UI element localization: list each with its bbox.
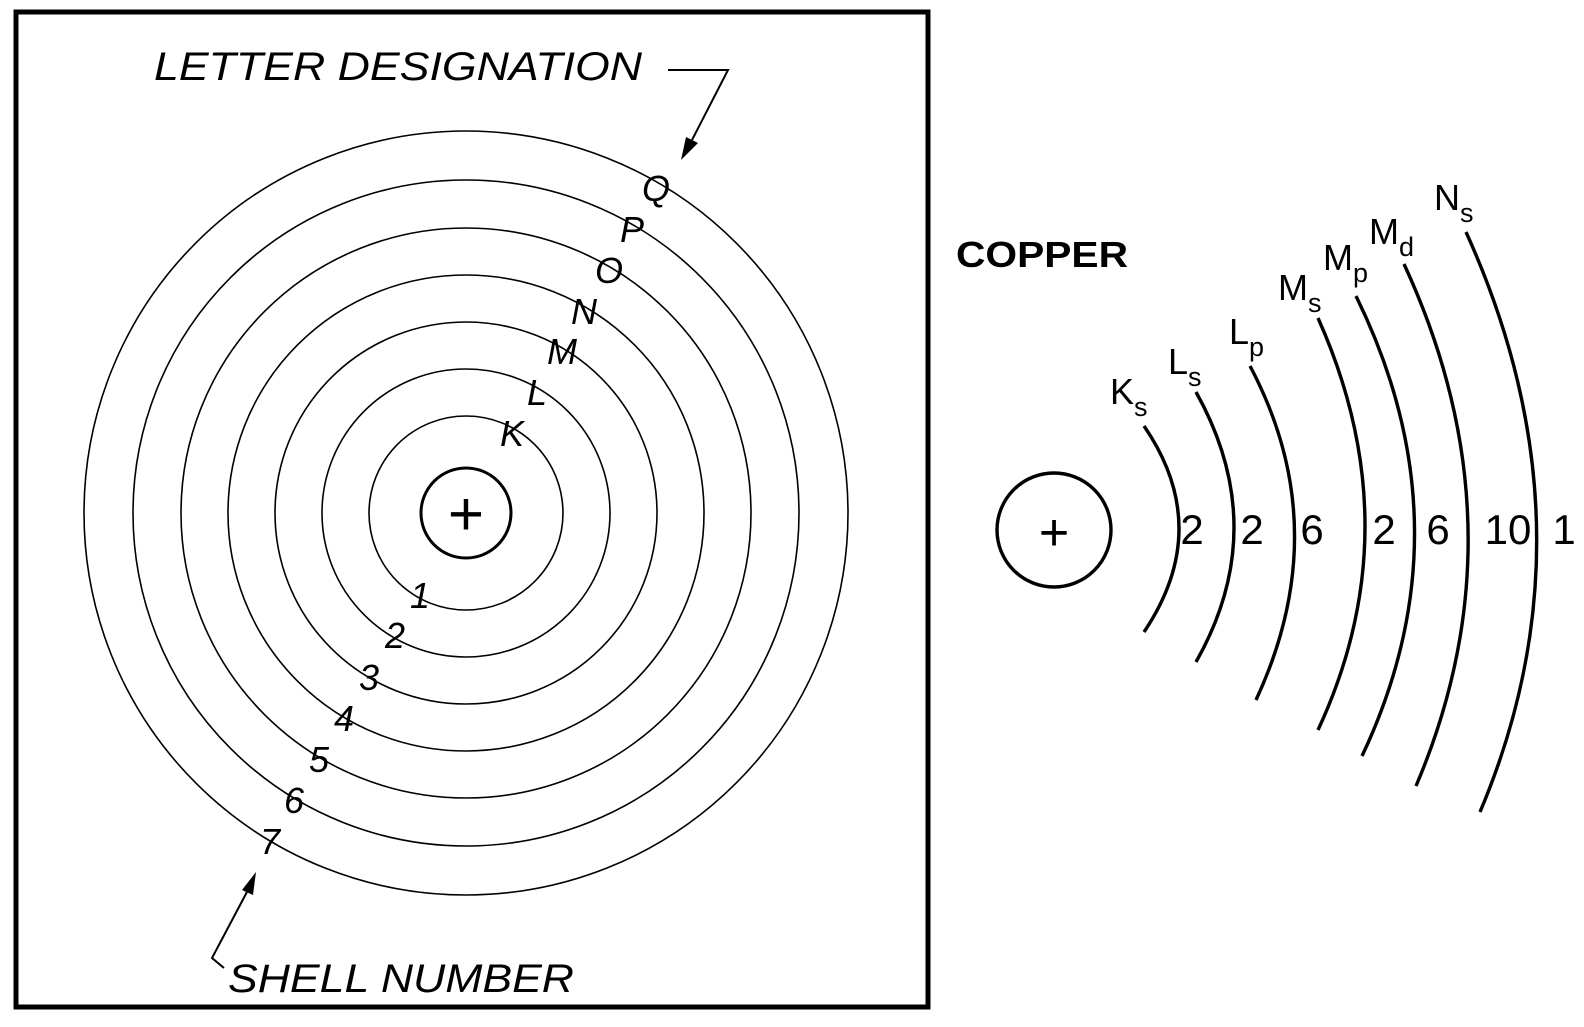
shell-number-arrow: [210, 872, 256, 969]
shell-number-7: 7: [260, 821, 282, 862]
subshell-sub-ns: s: [1460, 198, 1474, 228]
subshell-letter-ms: M: [1278, 267, 1308, 308]
nucleus-plus-sign: +: [448, 480, 484, 549]
subshell-letter-ns: N: [1434, 177, 1460, 218]
shell-letter-q: Q: [642, 168, 670, 209]
shell-number-6: 6: [284, 780, 305, 821]
subshell-sub-ks: s: [1134, 392, 1148, 422]
electron-count-ls: 2: [1240, 506, 1263, 553]
shell-circle-5: [180, 227, 752, 799]
element-name-copper: COPPER: [956, 234, 1128, 275]
letter-designation-label: LETTER DESIGNATION: [154, 45, 642, 89]
subshell-arc-mp: [1354, 295, 1417, 757]
subshell-arc-ks: [1142, 425, 1181, 633]
shell-letters: K L M N O P Q: [500, 168, 670, 454]
subshell-sub-md: d: [1399, 232, 1414, 262]
electron-count-ks: 2: [1180, 506, 1203, 553]
shell-letter-k: K: [500, 413, 526, 454]
shell-letter-m: M: [547, 331, 577, 372]
subshell-letter-ks: K: [1110, 371, 1134, 412]
subshell-arc-ls: [1194, 391, 1236, 663]
shell-number-3: 3: [359, 657, 379, 698]
subshell-letter-md: M: [1369, 211, 1399, 252]
subshell-sub-ms: s: [1308, 288, 1322, 318]
subshell-letter-mp: M: [1323, 237, 1353, 278]
subshell-label-mp: Mp: [1323, 237, 1368, 288]
nucleus: +: [419, 466, 513, 560]
shell-letter-l: L: [527, 372, 547, 413]
shell-numbers: 1 2 3 4 5 6 7: [260, 575, 430, 862]
shell-letter-o: O: [595, 250, 623, 291]
shell-circle-2: [321, 368, 611, 658]
subshell-label-ms: Ms: [1278, 267, 1322, 318]
shell-letter-n: N: [571, 291, 598, 332]
electron-count-ns: 1: [1552, 506, 1575, 553]
nucleus-circle: [419, 466, 513, 560]
shell-number-2: 2: [384, 615, 405, 656]
subshell-arcs: [1142, 231, 1539, 813]
shell-circle-4: [227, 274, 705, 752]
copper-nucleus-plus-sign: +: [1039, 504, 1069, 562]
subshell-sub-mp: p: [1353, 258, 1368, 288]
subshell-arc-ns: [1464, 231, 1539, 813]
shell-diagram-panel: + K L M N O P Q 1 2 3 4 5 6 7 LETTER DES…: [13, 9, 931, 1010]
letter-designation-arrow: [668, 69, 730, 160]
subshell-label-ls: Ls: [1168, 341, 1202, 392]
copper-nucleus: +: [995, 471, 1113, 589]
shell-circle-1: [368, 415, 564, 611]
shell-circle-7: [83, 130, 849, 896]
subshell-label-lp: Lp: [1229, 311, 1264, 362]
shell-circle-3: [274, 321, 658, 705]
subshell-label-md: Md: [1369, 211, 1414, 262]
subshell-arc-md: [1402, 263, 1470, 787]
copper-nucleus-circle: [995, 471, 1113, 589]
shell-number-5: 5: [309, 739, 330, 780]
subshell-letter-lp: L: [1229, 311, 1249, 352]
electron-count-ms: 2: [1372, 506, 1395, 553]
subshell-sub-lp: p: [1249, 332, 1264, 362]
electron-count-lp: 6: [1300, 506, 1323, 553]
shell-number-1: 1: [410, 575, 430, 616]
subshell-arc-lp: [1248, 365, 1297, 701]
electron-count-md: 10: [1485, 506, 1532, 553]
shell-letter-p: P: [620, 209, 644, 250]
subshell-label-ks: Ks: [1110, 371, 1148, 422]
electron-count-mp: 6: [1426, 506, 1449, 553]
subshell-label-ns: Ns: [1434, 177, 1474, 228]
subshell-sub-ls: s: [1188, 362, 1202, 392]
shell-number-label: SHELL NUMBER: [228, 957, 574, 1001]
subshell-arc-ms: [1316, 317, 1367, 731]
subshell-labels: Ks Ls Lp Ms Mp Md Ns: [1110, 177, 1474, 422]
shell-number-4: 4: [334, 698, 354, 739]
shell-circles: [83, 130, 849, 896]
electron-counts: 2 2 6 2 6 10 1: [1180, 506, 1575, 553]
copper-configuration-panel: COPPER + Ks Ls Lp M: [956, 177, 1576, 813]
subshell-letter-ls: L: [1168, 341, 1188, 382]
panel-border: [13, 9, 931, 1010]
shell-circle-6: [132, 179, 800, 847]
